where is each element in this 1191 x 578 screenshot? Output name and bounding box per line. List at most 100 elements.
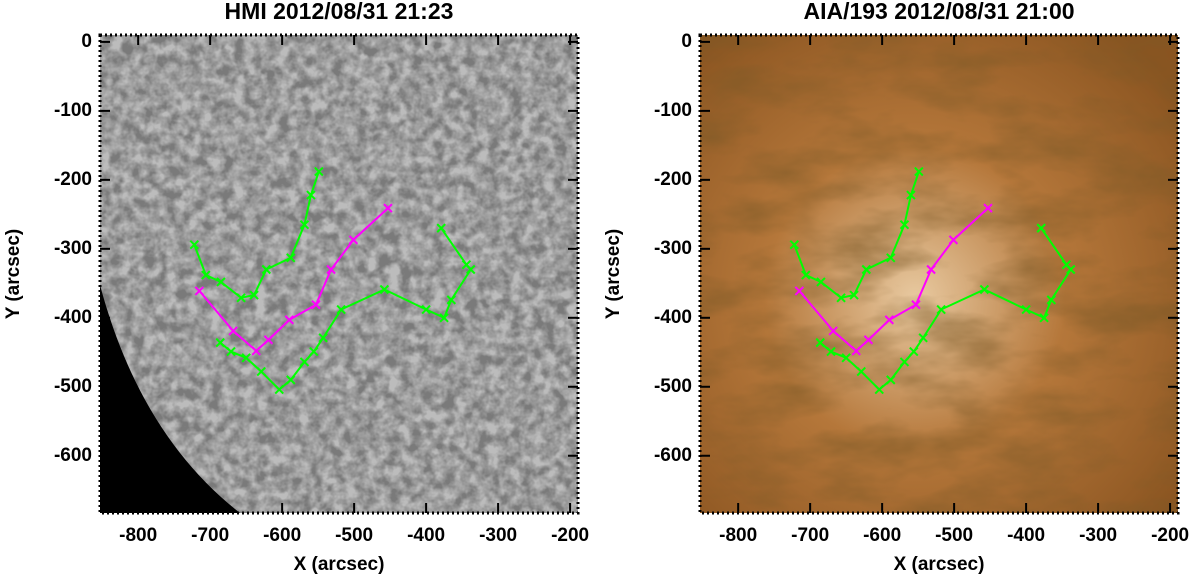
track-point [918,333,928,343]
track-point [789,239,800,250]
track-point [348,235,359,245]
track-point [236,293,246,303]
track-point [383,203,393,213]
track-point [849,290,859,300]
track-point [826,346,836,357]
track-point [226,346,236,357]
track-point [948,235,959,245]
y-axis-label: Y (arcsec) [3,229,24,320]
y-tick-label: 0 [81,31,92,52]
track-point [979,284,990,295]
track-point [1036,223,1046,233]
track-point [886,375,896,385]
track-point [306,190,316,200]
y-tick-label: -100 [54,100,92,121]
x-tick-label: -300 [479,525,517,546]
panel [100,35,578,513]
track-point [228,326,238,336]
track-line [793,171,920,299]
track-point [863,335,874,345]
track-point [263,335,274,345]
y-tick-label: -600 [654,445,692,466]
track-point [446,295,457,305]
y-tick-label: -200 [54,169,92,190]
track-point [311,299,321,310]
track-point [828,326,838,336]
y-tick-label: -300 [54,238,92,259]
track-point [899,357,910,367]
track-point [899,219,910,230]
track-point [911,299,921,310]
track-point [914,166,924,177]
plot-frame [698,33,1180,515]
track-point [841,353,851,363]
track-point [284,315,295,325]
track-point [189,239,200,250]
track-point [215,337,225,348]
track-point [884,315,895,325]
track-point [926,264,936,275]
track-point [816,277,826,287]
x-tick-label: -500 [335,525,373,546]
track-point [856,366,866,377]
y-tick-label: -400 [654,307,692,328]
track-point [194,286,205,296]
chart-title: HMI 2012/08/31 21:23 [225,0,454,24]
track-point [318,333,328,343]
x-tick-label: -800 [719,525,757,546]
chart-title: AIA/193 2012/08/31 21:00 [803,0,1074,24]
track-point [286,253,296,263]
image-texture [700,35,1178,513]
track-point [836,293,846,303]
track-point [241,353,251,363]
track-point [286,375,296,385]
track-point [216,277,226,287]
track-point [201,270,211,280]
x-axis-label: X (arcsec) [294,554,385,575]
y-tick-label: 0 [681,31,692,52]
x-tick-label: -500 [935,525,973,546]
track-point [909,346,919,357]
x-tick-label: -400 [1007,525,1045,546]
track-point [261,264,271,275]
y-tick-label: -600 [54,445,92,466]
track-point [439,313,449,323]
y-axis-label: Y (arcsec) [603,229,624,320]
track-point [851,346,861,356]
track-point [936,304,946,315]
track-point [906,190,916,200]
x-tick-label: -200 [1151,525,1189,546]
y-tick-label: -200 [654,169,692,190]
track-point [1061,259,1072,270]
image-texture [100,35,578,513]
track-point [436,223,446,233]
x-tick-label: -800 [119,525,157,546]
off-limb [100,285,240,513]
y-tick-label: -500 [54,376,92,397]
y-tick-label: -300 [654,238,692,259]
track-line [193,171,320,299]
track-point [794,286,805,296]
track-point [1021,304,1031,315]
track-point [256,366,266,377]
x-tick-label: -400 [407,525,445,546]
track-point [461,259,472,270]
x-tick-label: -300 [1079,525,1117,546]
track-point [249,290,259,300]
x-tick-label: -600 [263,525,301,546]
plot-frame [98,33,580,515]
track-point [861,264,871,275]
track-point [801,270,811,280]
y-tick-label: -400 [54,307,92,328]
track-point [326,264,336,275]
y-tick-label: -500 [654,376,692,397]
y-tick-label: -100 [654,100,692,121]
x-tick-label: -700 [191,525,229,546]
track-point [309,346,319,357]
panel [700,35,1178,513]
track-point [421,304,431,315]
x-tick-label: -700 [791,525,829,546]
track-point [815,337,825,348]
track-point [299,219,310,230]
track-point [379,284,390,295]
